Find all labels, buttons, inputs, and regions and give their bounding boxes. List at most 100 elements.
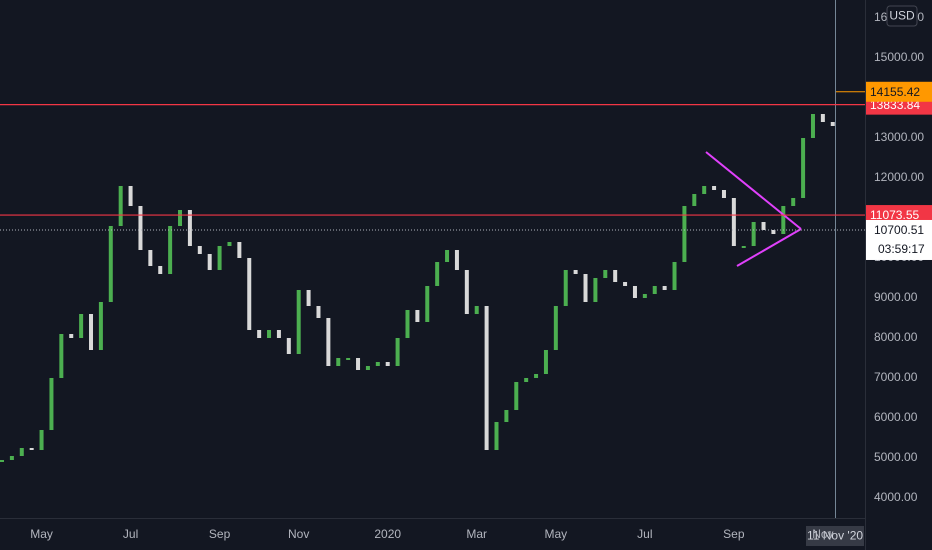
candle bbox=[49, 378, 54, 430]
candle bbox=[504, 410, 509, 422]
candle bbox=[771, 230, 776, 234]
candle bbox=[267, 330, 272, 338]
candle bbox=[820, 114, 825, 122]
candle bbox=[682, 206, 687, 262]
candle bbox=[543, 350, 548, 374]
candle bbox=[781, 206, 786, 234]
candle bbox=[79, 314, 84, 338]
candle bbox=[415, 310, 420, 322]
countdown: 03:59:17 bbox=[878, 242, 925, 256]
candle bbox=[702, 186, 707, 194]
candle bbox=[712, 186, 717, 190]
candle bbox=[603, 270, 608, 278]
candle bbox=[751, 222, 756, 246]
candle bbox=[108, 226, 113, 302]
candle bbox=[741, 246, 746, 248]
x-tick-label: Jul bbox=[637, 527, 652, 541]
candle bbox=[810, 114, 815, 138]
candle bbox=[336, 358, 341, 366]
y-tick-label: 6000.00 bbox=[874, 410, 918, 424]
currency[interactable]: USD bbox=[889, 9, 915, 23]
candle bbox=[563, 270, 568, 306]
candle bbox=[59, 334, 64, 378]
candle bbox=[484, 306, 489, 450]
candle bbox=[662, 286, 667, 290]
candle bbox=[642, 294, 647, 298]
candle bbox=[652, 286, 657, 294]
candle bbox=[19, 448, 24, 456]
y-tick-label: 15000.00 bbox=[874, 50, 924, 64]
crosshair-label: 11 Nov '20 bbox=[807, 529, 863, 543]
candle bbox=[692, 194, 697, 206]
candle bbox=[356, 358, 361, 370]
candle bbox=[405, 310, 410, 338]
candle bbox=[385, 362, 390, 366]
currency-button[interactable] bbox=[886, 5, 918, 27]
x-tick-label: Mar bbox=[466, 527, 487, 541]
candle bbox=[39, 430, 44, 450]
y-tick-label: 7000.00 bbox=[874, 370, 918, 384]
candle bbox=[207, 254, 212, 270]
y-tick-label: 13000.00 bbox=[874, 130, 924, 144]
candle bbox=[454, 250, 459, 270]
candle bbox=[187, 210, 192, 246]
candle bbox=[168, 226, 173, 274]
trend-line bbox=[705, 151, 802, 230]
x-tick-label: Nov bbox=[812, 527, 833, 541]
candle bbox=[514, 382, 519, 410]
x-tick-label: Sep bbox=[723, 527, 745, 541]
candle bbox=[672, 262, 677, 290]
x-tick-label: Sep bbox=[209, 527, 231, 541]
candle bbox=[316, 306, 321, 318]
candle bbox=[9, 456, 14, 460]
high-marker-label-box bbox=[866, 81, 932, 102]
x-tick-label: May bbox=[545, 527, 568, 541]
candle bbox=[217, 246, 222, 270]
plot bbox=[0, 114, 835, 462]
candle bbox=[326, 318, 331, 366]
triangle-drawing bbox=[705, 151, 802, 267]
candle bbox=[227, 242, 232, 246]
candle bbox=[721, 190, 726, 198]
candle bbox=[534, 374, 539, 378]
candle bbox=[593, 278, 598, 302]
x-tick-label: Jul bbox=[123, 527, 138, 541]
candle bbox=[178, 210, 183, 226]
candle bbox=[365, 366, 370, 370]
candle bbox=[197, 246, 202, 254]
candle bbox=[276, 330, 281, 338]
candle bbox=[306, 290, 311, 306]
candle bbox=[69, 334, 74, 338]
candle bbox=[425, 286, 430, 322]
last-price-label: 10700.51 bbox=[874, 223, 924, 237]
candle bbox=[830, 122, 835, 126]
candle bbox=[29, 448, 34, 450]
candle bbox=[583, 274, 588, 302]
candle bbox=[257, 330, 262, 338]
candle bbox=[464, 270, 469, 314]
candle bbox=[791, 198, 796, 206]
candle bbox=[148, 250, 153, 266]
candle bbox=[553, 306, 558, 350]
x-tick-label: 2020 bbox=[374, 527, 401, 541]
candle bbox=[118, 186, 123, 226]
candle bbox=[524, 378, 529, 382]
candle bbox=[286, 338, 291, 354]
candle bbox=[573, 270, 578, 274]
candle bbox=[0, 460, 4, 462]
candle bbox=[296, 290, 301, 354]
candle bbox=[128, 186, 133, 206]
y-tick-label: 12000.00 bbox=[874, 170, 924, 184]
y-tick-label: 8000.00 bbox=[874, 330, 918, 344]
candle bbox=[158, 266, 163, 274]
y-tick-label: 9000.00 bbox=[874, 290, 918, 304]
trend-line bbox=[736, 228, 802, 267]
candle bbox=[494, 422, 499, 450]
candle bbox=[761, 222, 766, 230]
candle bbox=[237, 242, 242, 258]
candle bbox=[801, 138, 806, 198]
level-label: 11073.55 bbox=[870, 208, 919, 222]
y-tick-label: 4000.00 bbox=[874, 490, 918, 504]
candle bbox=[89, 314, 94, 350]
